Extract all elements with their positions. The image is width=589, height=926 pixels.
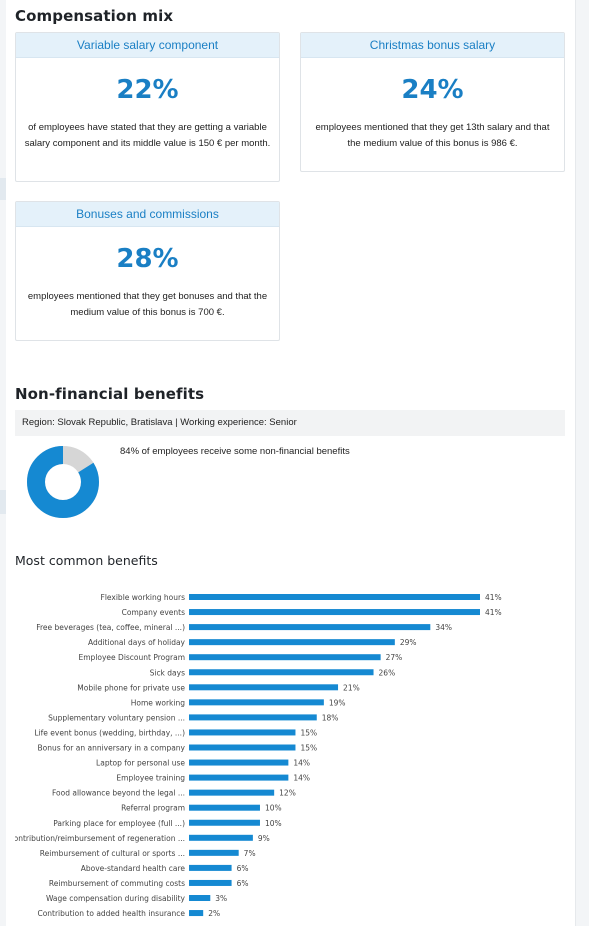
bar-category-label: Food allowance beyond the legal ...	[52, 789, 185, 798]
bar	[189, 789, 275, 796]
benefits-share-text: 84% of employees receive some non-financ…	[120, 446, 350, 457]
card-description: of employees have stated that they are g…	[24, 122, 271, 149]
bar-category-label: Reimbursement of commuting costs	[49, 879, 185, 888]
bar-value-label: 6%	[237, 879, 249, 888]
non-financial-benefits-title: Non-financial benefits	[15, 385, 205, 403]
bar-category-label: Home working	[131, 698, 186, 707]
bar-category-label: Free beverages (tea, coffee, mineral ...…	[36, 623, 185, 632]
bar-category-label: Referral program	[121, 804, 185, 813]
most-common-benefits-title: Most common benefits	[15, 553, 158, 568]
bar-category-label: Contribution/reimbursement of regenerati…	[15, 834, 185, 843]
variable-salary-card: Variable salary component 22% of employe…	[15, 32, 280, 182]
bar	[189, 774, 289, 781]
card-percent: 22%	[116, 75, 179, 105]
bar-category-label: Wage compensation during disability	[46, 894, 186, 903]
bar-value-label: 12%	[279, 789, 296, 798]
bar	[189, 910, 204, 917]
bar-value-label: 19%	[329, 698, 346, 707]
bar-category-label: Company events	[122, 608, 185, 617]
card-header: Christmas bonus salary	[301, 33, 564, 58]
bonuses-commissions-card: Bonuses and commissions 28% employees me…	[15, 201, 280, 341]
card-percent: 28%	[116, 244, 179, 274]
bar-category-label: Bonus for an anniversary in a company	[38, 744, 186, 753]
card-description: employees mentioned that they get bonuse…	[27, 291, 268, 318]
card-header: Bonuses and commissions	[16, 202, 279, 227]
bar	[189, 729, 296, 736]
bar	[189, 714, 317, 721]
bar-category-label: Above-standard health care	[81, 864, 186, 873]
bar-value-label: 29%	[400, 638, 417, 647]
bar-value-label: 9%	[258, 834, 270, 843]
bar	[189, 744, 296, 751]
bar-category-label: Flexible working hours	[101, 593, 186, 602]
bar-value-label: 3%	[215, 894, 227, 903]
bar	[189, 654, 381, 661]
bar-value-label: 41%	[485, 608, 502, 617]
bar	[189, 624, 431, 631]
bar-category-label: Parking place for employee (full ...)	[53, 819, 185, 828]
bar-value-label: 34%	[435, 623, 452, 632]
bar-value-label: 14%	[293, 774, 310, 783]
bar	[189, 864, 232, 871]
bar	[189, 819, 260, 826]
right-scroll-area[interactable]	[575, 0, 589, 926]
region-filter-bar: Region: Slovak Republic, Bratislava | Wo…	[15, 410, 565, 436]
bar-value-label: 15%	[300, 728, 317, 737]
bar-value-label: 14%	[293, 759, 310, 768]
card-description: employees mentioned that they get 13th s…	[315, 122, 550, 149]
bar-value-label: 7%	[244, 849, 256, 858]
compensation-mix-title: Compensation mix	[15, 7, 174, 25]
left-panel-mark	[0, 178, 6, 200]
most-common-benefits-chart: Flexible working hours 41% Company events 4…	[15, 593, 502, 918]
bar-value-label: 41%	[485, 593, 502, 602]
bar-category-label: Mobile phone for private use	[77, 683, 185, 692]
bar	[189, 684, 339, 691]
donut-share-slice	[27, 446, 99, 518]
card-header: Variable salary component	[16, 33, 279, 58]
bar	[189, 879, 232, 886]
bar-value-label: 15%	[300, 744, 317, 753]
bar-category-label: Reimbursement of cultural or sports ...	[40, 849, 185, 858]
bar-category-label: Laptop for personal use	[96, 759, 185, 768]
bar-value-label: 18%	[322, 713, 339, 722]
bar	[189, 804, 260, 811]
benefits-donut-chart	[27, 446, 99, 518]
bar	[189, 849, 239, 856]
bar	[189, 594, 480, 600]
bar-category-label: Sick days	[150, 668, 185, 677]
bar-value-label: 6%	[237, 864, 249, 873]
christmas-bonus-card: Christmas bonus salary 24% employees men…	[300, 32, 565, 172]
card-percent: 24%	[401, 75, 464, 105]
bar-category-label: Supplementary voluntary pension ...	[48, 713, 185, 722]
bar-value-label: 10%	[265, 819, 282, 828]
bar-value-label: 21%	[343, 683, 360, 692]
bar	[189, 669, 374, 676]
left-panel-mark	[0, 490, 6, 514]
bar-category-label: Additional days of holiday	[88, 638, 186, 647]
bar	[189, 834, 253, 841]
bar-value-label: 26%	[379, 668, 396, 677]
bar-value-label: 10%	[265, 804, 282, 813]
bar	[189, 639, 395, 646]
bar-value-label: 27%	[386, 653, 403, 662]
bar	[189, 699, 324, 706]
bar-category-label: Contribution to added health insurance	[37, 909, 185, 918]
left-panel-edge	[0, 0, 6, 926]
bar-category-label: Employee Discount Program	[79, 653, 185, 662]
bar-value-label: 2%	[208, 909, 220, 918]
bar	[189, 759, 289, 766]
bar-category-label: Life event bonus (wedding, birthday, ...…	[34, 728, 185, 737]
bar	[189, 609, 480, 616]
bar	[189, 895, 211, 901]
bar-category-label: Employee training	[116, 774, 185, 783]
